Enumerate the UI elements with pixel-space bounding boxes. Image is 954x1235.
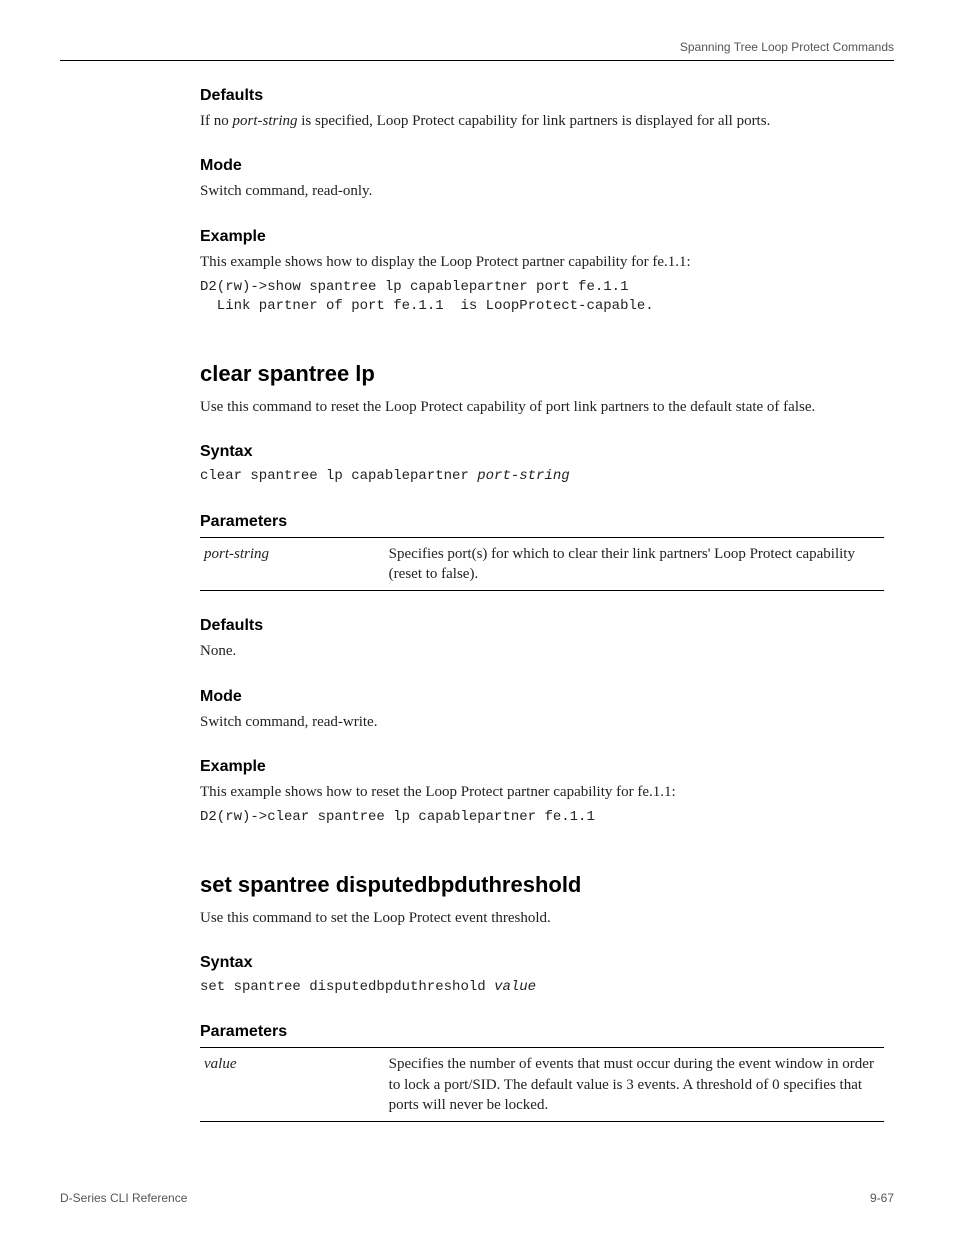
mode-1-body: Switch command, read-only. (200, 181, 884, 201)
footer-right: 9-67 (870, 1191, 894, 1205)
header-rule (60, 60, 894, 61)
example-1-code: D2(rw)->show spantree lp capablepartner … (200, 278, 884, 317)
table-row: value Specifies the number of events tha… (200, 1048, 884, 1122)
example-2-code: D2(rw)->clear spantree lp capablepartner… (200, 808, 884, 828)
param-desc: Specifies the number of events that must… (385, 1048, 884, 1122)
param-name: value (200, 1048, 385, 1122)
heading-example-1: Example (200, 228, 884, 246)
running-head: Spanning Tree Loop Protect Commands (60, 40, 894, 60)
set-disputedbpduthreshold-body: Use this command to set the Loop Protect… (200, 908, 884, 928)
syntax-2-prefix: set spantree disputedbpduthreshold (200, 979, 494, 995)
heading-clear-spantree-lp: clear spantree lp (200, 361, 884, 387)
syntax-1-code: clear spantree lp capablepartner port-st… (200, 467, 884, 487)
heading-syntax-2: Syntax (200, 954, 884, 972)
defaults-2-body: None. (200, 641, 884, 661)
parameters-table-1: port-string Specifies port(s) for which … (200, 537, 884, 592)
example-2-body: This example shows how to reset the Loop… (200, 782, 884, 802)
content-column: Defaults If no port-string is specified,… (60, 87, 894, 1122)
param-desc: Specifies port(s) for which to clear the… (385, 537, 884, 591)
heading-parameters-2: Parameters (200, 1023, 884, 1041)
heading-mode-1: Mode (200, 157, 884, 175)
footer-left: D-Series CLI Reference (60, 1191, 187, 1205)
parameters-table-2: value Specifies the number of events tha… (200, 1047, 884, 1122)
syntax-1-emph: port-string (477, 468, 569, 484)
table-row: port-string Specifies port(s) for which … (200, 537, 884, 591)
page-footer: D-Series CLI Reference 9-67 (60, 1191, 894, 1205)
heading-syntax-1: Syntax (200, 443, 884, 461)
defaults-1-emph: port-string (233, 113, 298, 129)
heading-defaults-2: Defaults (200, 617, 884, 635)
clear-spantree-lp-body: Use this command to reset the Loop Prote… (200, 397, 884, 417)
heading-example-2: Example (200, 758, 884, 776)
syntax-2-emph: value (494, 979, 536, 995)
heading-defaults-1: Defaults (200, 87, 884, 105)
defaults-1-prefix: If no (200, 113, 233, 129)
defaults-1-suffix: is specified, Loop Protect capability fo… (298, 113, 771, 129)
mode-2-body: Switch command, read-write. (200, 712, 884, 732)
page: Spanning Tree Loop Protect Commands Defa… (0, 0, 954, 1235)
syntax-2-code: set spantree disputedbpduthreshold value (200, 978, 884, 998)
param-name: port-string (200, 537, 385, 591)
heading-set-disputedbpduthreshold: set spantree disputedbpduthreshold (200, 872, 884, 898)
heading-mode-2: Mode (200, 688, 884, 706)
syntax-1-prefix: clear spantree lp capablepartner (200, 468, 477, 484)
defaults-1-body: If no port-string is specified, Loop Pro… (200, 111, 884, 131)
example-1-body: This example shows how to display the Lo… (200, 252, 884, 272)
heading-parameters-1: Parameters (200, 513, 884, 531)
